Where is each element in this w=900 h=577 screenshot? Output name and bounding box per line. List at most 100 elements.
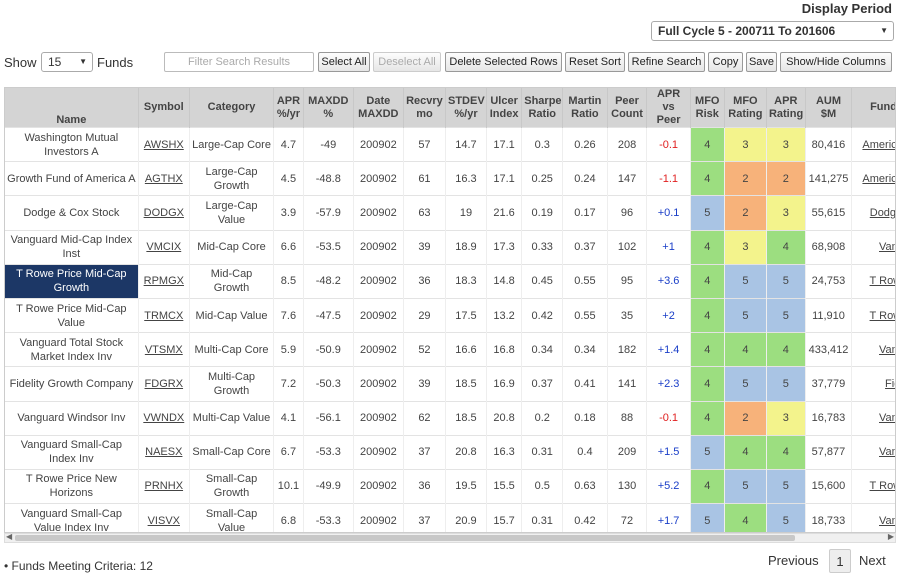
cell-apr-rating: 5 xyxy=(766,366,806,401)
cell-symbol[interactable]: VISVX xyxy=(138,503,190,532)
scrollbar-thumb[interactable] xyxy=(15,535,795,541)
search-input[interactable]: Filter Search Results xyxy=(164,52,314,72)
cell-maxdd: -50.3 xyxy=(303,366,354,401)
cell-family[interactable]: Vanguard xyxy=(851,434,895,470)
copy-button[interactable]: Copy xyxy=(708,52,743,72)
column-header-14[interactable]: MFO Rating xyxy=(724,88,767,128)
previous-page-button[interactable]: Previous xyxy=(768,553,819,568)
cell-date: 200902 xyxy=(353,126,404,162)
cell-family[interactable]: Vanguard xyxy=(851,332,895,367)
table-row[interactable]: T Rowe Price Mid-Cap Value TRMCX Mid-Cap V… xyxy=(5,297,895,333)
cell-ulcer: 17.3 xyxy=(486,229,523,265)
cell-peer-count: 182 xyxy=(607,332,648,367)
cell-apr-rating: 3 xyxy=(766,126,806,162)
cell-maxdd: -56.1 xyxy=(303,400,354,436)
cell-mfo-rating: 5 xyxy=(724,366,767,401)
column-header-3[interactable]: APR %/yr xyxy=(273,88,304,128)
reset-sort-button[interactable]: Reset Sort xyxy=(565,52,625,72)
cell-category: Mid-Cap Core xyxy=(189,229,275,265)
cell-apr: 4.1 xyxy=(273,400,304,436)
column-header-13[interactable]: MFO Risk xyxy=(690,88,725,128)
table-row[interactable]: T Rowe Price Mid-Cap Growth RPMGX Mid-Cap … xyxy=(5,263,895,299)
column-header-1[interactable]: Symbol xyxy=(138,88,190,128)
cell-mfo-risk: 4 xyxy=(690,332,725,367)
show-hide-columns-button[interactable]: Show/Hide Columns xyxy=(780,52,892,72)
column-header-17[interactable]: Fund Family xyxy=(851,88,895,128)
cell-symbol[interactable]: RPMGX xyxy=(138,263,190,299)
deselect-all-button[interactable]: Deselect All xyxy=(373,52,441,72)
column-header-12[interactable]: APR vs Peer xyxy=(646,88,691,128)
cell-family[interactable]: Vanguard xyxy=(851,229,895,265)
delete-selected-rows-button[interactable]: Delete Selected Rows xyxy=(445,52,562,72)
column-header-5[interactable]: Date MAXDD xyxy=(353,88,404,128)
cell-mfo-rating: 2 xyxy=(724,400,767,436)
cell-symbol[interactable]: VWNDX xyxy=(138,400,190,436)
cell-mfo-risk: 5 xyxy=(690,503,725,532)
column-header-10[interactable]: Martin Ratio xyxy=(562,88,608,128)
cell-maxdd: -48.8 xyxy=(303,161,354,196)
cell-symbol[interactable]: VTSMX xyxy=(138,332,190,367)
cell-family[interactable]: Fidelity xyxy=(851,366,895,401)
cell-symbol[interactable]: FDGRX xyxy=(138,366,190,401)
show-count-select[interactable]: 15 ▼ xyxy=(41,52,93,72)
cell-date: 200902 xyxy=(353,468,404,504)
cell-symbol[interactable]: VMCIX xyxy=(138,229,190,265)
table-row[interactable]: Vanguard Total Stock Market Index Inv VTS… xyxy=(5,332,895,367)
column-header-8[interactable]: Ulcer Index xyxy=(486,88,523,128)
column-header-15[interactable]: APR Rating xyxy=(766,88,806,128)
cell-name: Vanguard Windsor Inv xyxy=(5,400,139,436)
cell-apr-rating: 5 xyxy=(766,263,806,299)
cell-family[interactable]: T Rowe Price xyxy=(851,297,895,333)
horizontal-scrollbar[interactable]: ◀ ▶ xyxy=(4,532,896,543)
cell-symbol[interactable]: NAESX xyxy=(138,434,190,470)
column-header-2[interactable]: Category xyxy=(189,88,275,128)
save-button[interactable]: Save xyxy=(746,52,777,72)
cell-symbol[interactable]: TRMCX xyxy=(138,297,190,333)
column-header-16[interactable]: AUM $M xyxy=(805,88,853,128)
table-row[interactable]: Vanguard Small-Cap Value Index Inv VISVX S… xyxy=(5,503,895,532)
cell-family[interactable]: Vanguard xyxy=(851,503,895,532)
cell-symbol[interactable]: AWSHX xyxy=(138,126,190,162)
cell-family[interactable]: American Funds xyxy=(851,161,895,196)
refine-search-button[interactable]: Refine Search xyxy=(628,52,705,72)
cell-family[interactable]: T Rowe Price xyxy=(851,468,895,504)
cell-peer-count: 72 xyxy=(607,503,648,532)
cell-aum: 24,753 xyxy=(805,263,853,299)
table-row[interactable]: Vanguard Windsor Inv VWNDX Multi-Cap Value… xyxy=(5,400,895,436)
column-header-7[interactable]: STDEV %/yr xyxy=(445,88,487,128)
table-row[interactable]: Washington Mutual Investors A AWSHX Large-… xyxy=(5,126,895,162)
table-row[interactable]: T Rowe Price New Horizons PRNHX Small-Cap … xyxy=(5,468,895,504)
column-header-9[interactable]: Sharpe Ratio xyxy=(521,88,564,128)
table-row[interactable]: Vanguard Mid-Cap Index Inst VMCIX Mid-Cap … xyxy=(5,229,895,265)
column-header-4[interactable]: MAXDD % xyxy=(303,88,354,128)
table-row[interactable]: Vanguard Small-Cap Index Inv NAESX Small-C… xyxy=(5,434,895,470)
scroll-right-icon[interactable]: ▶ xyxy=(887,532,894,541)
cell-symbol[interactable]: PRNHX xyxy=(138,468,190,504)
column-header-6[interactable]: Recvry mo xyxy=(403,88,447,128)
cell-stdev: 14.7 xyxy=(445,126,487,162)
next-page-button[interactable]: Next xyxy=(859,553,886,568)
cell-recovery: 63 xyxy=(403,195,447,231)
display-period-select[interactable]: Full Cycle 5 - 200711 To 201606 ▼ xyxy=(651,21,894,41)
cell-family[interactable]: American Funds xyxy=(851,126,895,162)
cell-family[interactable]: T Rowe Price xyxy=(851,263,895,299)
page-1-button[interactable]: 1 xyxy=(829,549,851,573)
scroll-left-icon[interactable]: ◀ xyxy=(6,532,13,541)
cell-family[interactable]: Dodge & Cox xyxy=(851,195,895,231)
select-all-button[interactable]: Select All xyxy=(318,52,370,72)
column-header-0[interactable]: Name xyxy=(5,88,139,128)
cell-mfo-risk: 4 xyxy=(690,126,725,162)
cell-martin: 0.4 xyxy=(562,434,608,470)
cell-recovery: 36 xyxy=(403,468,447,504)
table-row[interactable]: Dodge & Cox Stock DODGX Large-Cap Value 3.9… xyxy=(5,195,895,231)
cell-symbol[interactable]: DODGX xyxy=(138,195,190,231)
cell-apr-vs-peer: +5.2 xyxy=(646,468,691,504)
cell-family[interactable]: Vanguard xyxy=(851,400,895,436)
cell-maxdd: -48.2 xyxy=(303,263,354,299)
column-header-11[interactable]: Peer Count xyxy=(607,88,648,128)
cell-stdev: 16.6 xyxy=(445,332,487,367)
table-row[interactable]: Growth Fund of America A AGTHX Large-Cap G… xyxy=(5,161,895,196)
cell-symbol[interactable]: AGTHX xyxy=(138,161,190,196)
cell-apr-vs-peer: +1 xyxy=(646,229,691,265)
table-row[interactable]: Fidelity Growth Company FDGRX Multi-Cap Gr… xyxy=(5,366,895,401)
